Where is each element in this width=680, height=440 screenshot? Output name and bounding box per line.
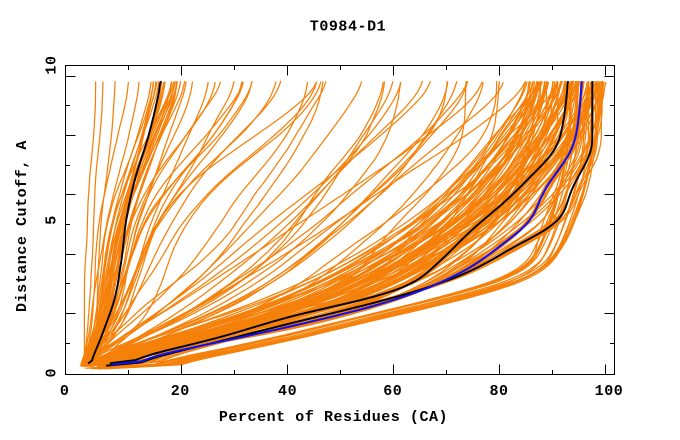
svg-text:0: 0	[44, 368, 61, 378]
svg-text:0: 0	[60, 383, 70, 400]
svg-text:60: 60	[383, 383, 402, 400]
svg-text:40: 40	[278, 383, 297, 400]
svg-text:Distance Cutoff, A: Distance Cutoff, A	[14, 140, 31, 312]
svg-text:80: 80	[489, 383, 508, 400]
svg-text:10: 10	[44, 55, 61, 74]
svg-text:T0984-D1: T0984-D1	[310, 19, 386, 36]
svg-text:Percent of Residues (CA): Percent of Residues (CA)	[219, 409, 448, 426]
svg-text:20: 20	[171, 383, 190, 400]
svg-text:100: 100	[595, 383, 624, 400]
svg-text:5: 5	[44, 215, 61, 225]
